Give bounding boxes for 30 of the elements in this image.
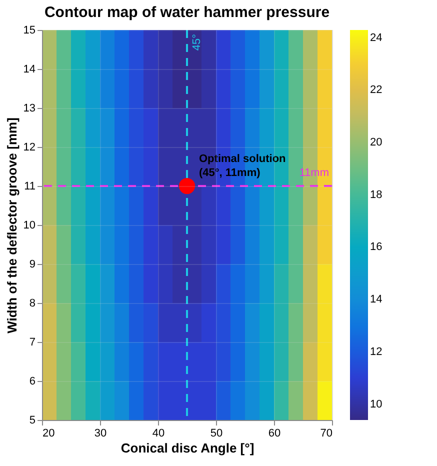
color-bar-label: 20 (370, 136, 382, 149)
y-tick-label: 11 (24, 180, 36, 192)
x-tick-label: 20 (42, 428, 55, 440)
color-bar-label: 14 (370, 294, 382, 306)
y-tick-label: 12 (23, 142, 36, 154)
y-tick-label: 7 (29, 336, 36, 348)
x-tick-label: 30 (94, 428, 107, 440)
color-bar-label: 22 (370, 84, 382, 96)
color-bar-label: 16 (370, 241, 382, 254)
x-tick-label: 50 (210, 428, 223, 440)
y-tick-label: 10 (23, 220, 36, 232)
y-axis-title: Width of the deflector groove [mm] (4, 118, 20, 334)
ref-line-label: 45° (191, 34, 203, 51)
color-bar-label: 24 (370, 32, 382, 44)
x-tick-label: 40 (152, 428, 165, 440)
annotation: Optimal solution (45°, 11mm) (199, 153, 286, 179)
y-tick-label: 5 (29, 414, 36, 426)
color-bar-label: 12 (370, 346, 382, 358)
x-axis-title: Conical disc Angle [°] (120, 440, 254, 456)
chart-title: Contour map of water hammer pressure (44, 4, 330, 21)
y-tick-label: 15 (23, 24, 36, 36)
y-tick-label: 9 (29, 258, 36, 270)
y-tick-label: 6 (29, 376, 36, 388)
x-tick-label: 60 (268, 428, 281, 440)
y-tick-label: 8 (29, 298, 36, 310)
x-tick-label: 70 (320, 428, 332, 440)
color-bar-label: 10 (370, 398, 382, 410)
color-bar-label: 18 (370, 188, 382, 201)
y-tick-label: 13 (23, 102, 36, 114)
y-tick-label: 14 (23, 64, 36, 76)
